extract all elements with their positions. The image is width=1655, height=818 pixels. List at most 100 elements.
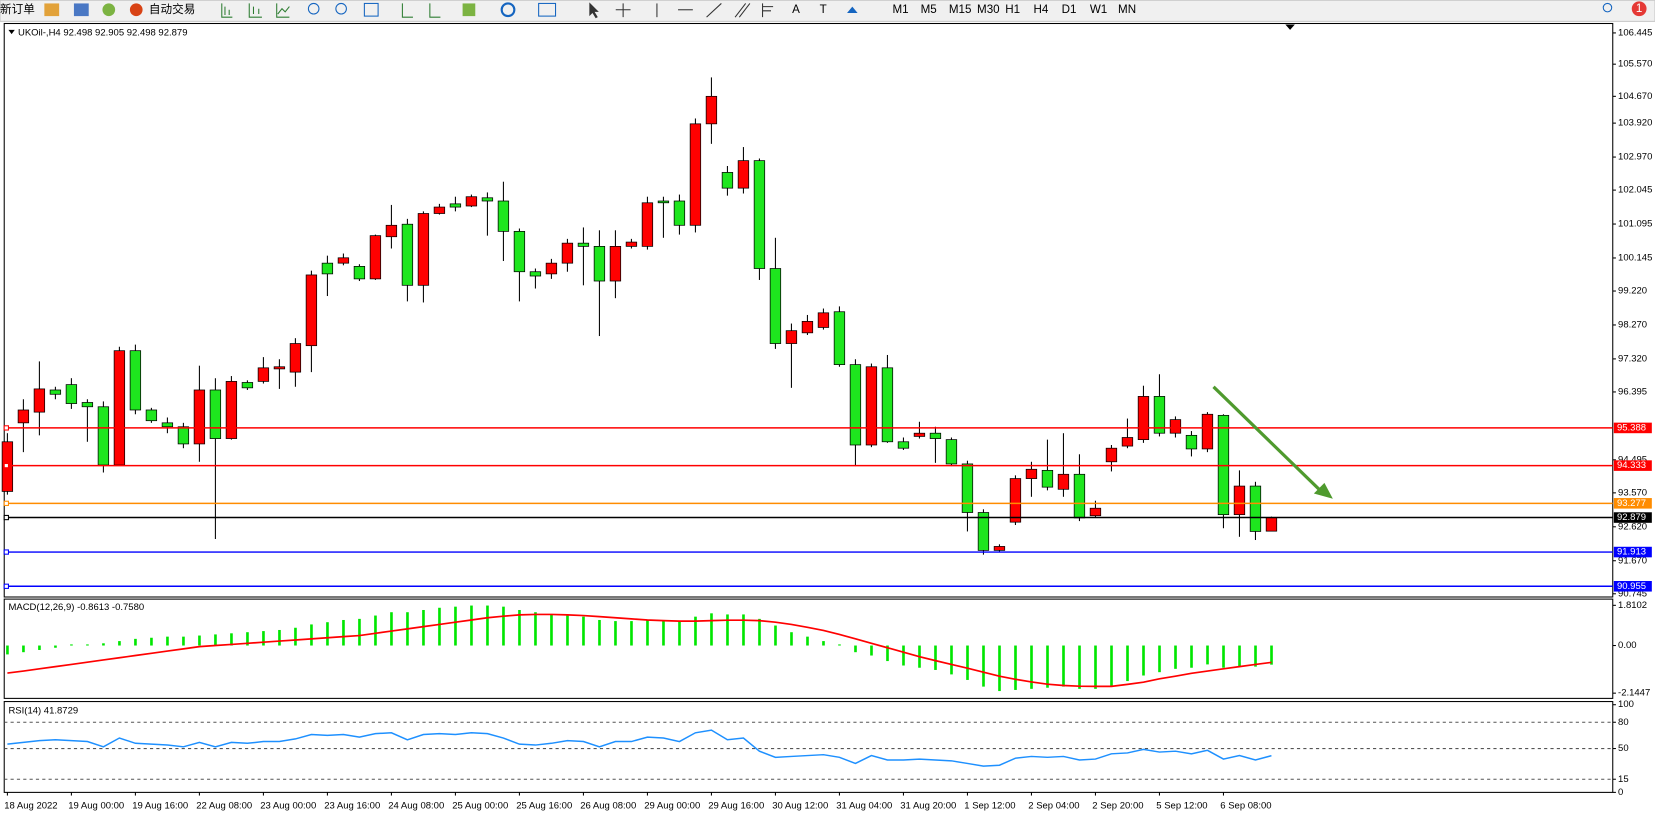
timeframe-button[interactable]: M30: [977, 3, 1000, 16]
rsi-line: [7, 729, 1272, 767]
macd-bar: [838, 644, 841, 646]
icon[interactable]: [462, 3, 476, 17]
icon[interactable]: [363, 2, 379, 17]
price-label: 93.277: [1617, 498, 1646, 509]
icon[interactable]: [248, 3, 262, 18]
icon[interactable]: [276, 3, 290, 18]
x-tick-label: 18 Aug 2022: [4, 801, 57, 812]
candle-body: [161, 422, 174, 428]
candle-body: [289, 343, 302, 373]
zoom-in[interactable]: [307, 2, 320, 15]
candle-body: [177, 426, 190, 445]
candle-body: [561, 242, 574, 264]
candle-body: [817, 312, 830, 328]
candle-body: [129, 350, 142, 411]
icon[interactable]: [500, 2, 516, 18]
zoom-out[interactable]: [335, 2, 347, 15]
timeframe-button[interactable]: MN: [1118, 3, 1136, 16]
macd-bar: [246, 632, 249, 646]
header-marker: [8, 29, 15, 35]
x-tick-label: 29 Aug 00:00: [644, 801, 700, 812]
macd-bar: [198, 635, 201, 646]
macd-bar: [182, 636, 185, 646]
candle-body: [833, 311, 846, 365]
macd-bar: [694, 616, 697, 646]
icon[interactable]: [73, 3, 89, 17]
price-label: 94.333: [1617, 460, 1646, 471]
macd-bar: [422, 609, 425, 646]
macd-bar: [950, 645, 953, 675]
new-order-button[interactable]: 新订单: [0, 2, 35, 16]
icon[interactable]: [429, 3, 441, 18]
macd-bar: [1062, 645, 1065, 687]
x-tick-label: 31 Aug 20:00: [900, 801, 956, 812]
x-tick-label: 5 Sep 12:00: [1156, 801, 1207, 812]
label-tool[interactable]: T: [820, 3, 827, 16]
notification[interactable]: [1631, 1, 1647, 17]
macd-bar: [822, 641, 825, 646]
macd-bar: [790, 632, 793, 646]
candle-body: [769, 268, 782, 344]
y-tick-label: 93.570: [1618, 487, 1647, 498]
timeframe-button[interactable]: M15: [949, 3, 972, 16]
arrows-tool[interactable]: [847, 6, 858, 13]
text-tool[interactable]: A: [792, 3, 800, 16]
crosshair[interactable]: [615, 3, 631, 18]
macd-bar: [390, 612, 393, 646]
search[interactable]: [1602, 2, 1613, 13]
timeframe-button[interactable]: H4: [1033, 3, 1048, 16]
x-tick-label: 1 Sep 12:00: [964, 801, 1015, 812]
macd-bar: [854, 645, 857, 653]
timeframe-button[interactable]: H1: [1005, 3, 1020, 16]
icon[interactable]: [129, 3, 143, 17]
channel-tool[interactable]: [734, 3, 751, 18]
line-anchor: [3, 500, 9, 506]
x-tick-label: 29 Aug 16:00: [708, 801, 764, 812]
macd-bar: [326, 622, 329, 646]
macd-bar: [630, 621, 633, 646]
y-tick-label: 101.095: [1618, 219, 1652, 230]
timeframe-button[interactable]: W1: [1090, 3, 1107, 16]
candle-body: [865, 366, 878, 446]
icon[interactable]: [102, 3, 116, 17]
macd-bar: [1142, 645, 1145, 676]
timeframe-button[interactable]: D1: [1062, 3, 1077, 16]
annotation-arrow: [1212, 385, 1324, 494]
candle-body: [17, 409, 30, 424]
plot: 106.445 105.570 104.670 103.920 102.970 102.0…: [1, 27, 1652, 812]
candle-body: [225, 381, 238, 439]
trendline-tool[interactable]: [706, 3, 722, 18]
price-label-bg: [1613, 546, 1652, 558]
candle-body: [721, 172, 734, 189]
macd-bar: [1126, 645, 1129, 682]
macd-bar: [6, 645, 9, 655]
candle-body: [929, 432, 942, 439]
icon[interactable]: [538, 2, 557, 17]
badge: 1: [1636, 2, 1642, 15]
x-tick-label: 19 Aug 00:00: [68, 801, 124, 812]
timeframe-button[interactable]: M1: [892, 3, 908, 16]
cursor[interactable]: [589, 2, 599, 19]
candle-body: [545, 262, 558, 275]
line-anchor: [3, 425, 9, 431]
fibo-tool[interactable]: [762, 3, 774, 18]
macd-bar: [966, 645, 969, 680]
price-label: 91.913: [1617, 547, 1646, 558]
candle-body: [673, 200, 686, 226]
candle-body: [977, 512, 990, 551]
macd-bar: [982, 645, 985, 687]
macd-bar: [230, 633, 233, 646]
candle-body: [145, 409, 158, 422]
timeframe-button[interactable]: M5: [921, 3, 937, 16]
icon[interactable]: [221, 3, 233, 18]
macd-bar: [54, 645, 57, 648]
icon[interactable]: [44, 3, 60, 17]
icon[interactable]: [401, 3, 413, 18]
y-tick-label: 103.920: [1618, 118, 1652, 129]
macd-bar: [582, 616, 585, 646]
rsi-title: RSI(14) 41.8729: [8, 706, 78, 717]
auto-trade-button[interactable]: 自动交易: [149, 2, 195, 16]
candle-body: [785, 330, 798, 344]
candle-body: [385, 224, 398, 238]
